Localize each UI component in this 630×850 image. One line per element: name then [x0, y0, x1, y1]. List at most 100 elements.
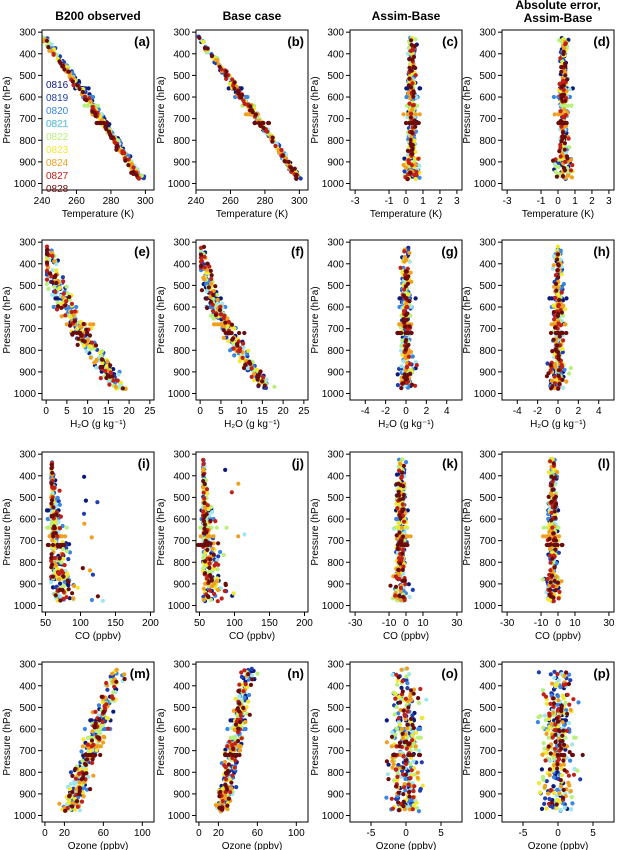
data-point [248, 361, 253, 366]
data-point [50, 514, 56, 519]
data-point [402, 530, 407, 536]
data-point [81, 321, 86, 327]
data-point [552, 381, 557, 386]
data-point [557, 297, 562, 303]
data-point [541, 525, 546, 530]
data-point [56, 499, 61, 504]
data-point [131, 171, 136, 176]
data-point [49, 580, 54, 585]
data-point [114, 679, 119, 684]
data-point [201, 586, 206, 591]
x-tick-label: 240 [188, 196, 205, 207]
data-point [232, 326, 237, 331]
data-points [42, 35, 147, 181]
data-point [74, 304, 79, 310]
data-point [236, 534, 241, 539]
data-point [91, 742, 96, 748]
x-axis-label: CO (ppbv) [535, 631, 581, 642]
y-tick-label: 900 [479, 579, 496, 590]
data-point [110, 374, 115, 379]
data-point [208, 268, 213, 273]
data-point [239, 674, 244, 680]
data-point [85, 742, 90, 747]
y-tick-label: 1000 [14, 601, 37, 612]
data-point [570, 86, 575, 91]
data-points [213, 666, 260, 814]
y-tick-label: 500 [19, 281, 36, 292]
data-point [53, 520, 58, 525]
data-point [400, 551, 405, 556]
data-points [540, 456, 565, 604]
y-tick-label: 900 [327, 157, 344, 168]
data-point [118, 380, 123, 385]
data-point [104, 375, 109, 381]
data-point [249, 108, 254, 113]
data-point [100, 722, 106, 728]
data-point [556, 292, 561, 297]
data-point [563, 61, 568, 66]
data-point [547, 536, 552, 542]
y-tick-label: 600 [19, 725, 36, 736]
data-point [546, 371, 551, 376]
y-tick-label: 700 [327, 114, 344, 125]
data-point [73, 766, 78, 772]
data-point [400, 547, 406, 552]
y-tick-label: 600 [19, 93, 36, 104]
data-point [207, 579, 212, 584]
y-tick-label: 1000 [322, 601, 345, 612]
data-point [70, 790, 75, 795]
data-point [83, 767, 89, 772]
data-point [202, 254, 207, 259]
y-tick-label: 900 [479, 367, 496, 378]
data-point [560, 346, 565, 351]
data-point [555, 470, 560, 475]
data-point [394, 482, 399, 487]
data-point [403, 355, 408, 360]
data-point [212, 581, 217, 586]
x-tick-label: 0 [403, 406, 409, 417]
data-point [555, 542, 560, 548]
x-tick-label: 20 [59, 828, 71, 839]
data-point [224, 76, 229, 81]
plot-frame [41, 451, 155, 613]
data-point [553, 295, 558, 300]
data-point [63, 313, 68, 318]
x-tick-label: 2 [576, 406, 582, 417]
data-point [563, 322, 568, 327]
data-point [123, 158, 128, 163]
data-point [54, 563, 59, 568]
data-point [100, 365, 105, 370]
data-point [100, 719, 105, 725]
data-point [405, 508, 410, 513]
data-point [253, 112, 258, 117]
data-point [78, 767, 83, 772]
data-point [93, 721, 98, 726]
y-tick-label: 1000 [322, 179, 345, 190]
data-point [204, 270, 209, 275]
data-point [106, 726, 111, 731]
data-point [249, 366, 254, 371]
y-tick-label: 600 [173, 303, 190, 314]
data-point [407, 594, 412, 600]
x-tick-label: -10 [382, 618, 397, 629]
data-point [72, 782, 77, 787]
data-point [111, 378, 116, 383]
x-tick-label: 50 [194, 618, 206, 629]
data-point [50, 292, 55, 298]
data-point [71, 596, 76, 601]
data-point [101, 740, 106, 745]
data-point [402, 578, 407, 583]
data-point [94, 748, 99, 753]
data-point [409, 85, 414, 90]
data-point [400, 567, 405, 573]
data-point [200, 39, 205, 45]
x-axis-label: H₂O (g kg⁻¹) [378, 419, 434, 430]
data-point [65, 291, 70, 296]
data-point [229, 322, 234, 327]
y-tick-label: 300 [327, 28, 344, 39]
data-point [411, 91, 416, 96]
data-point [88, 355, 93, 360]
data-point [398, 561, 403, 566]
y-tick-label: 1000 [474, 389, 497, 400]
